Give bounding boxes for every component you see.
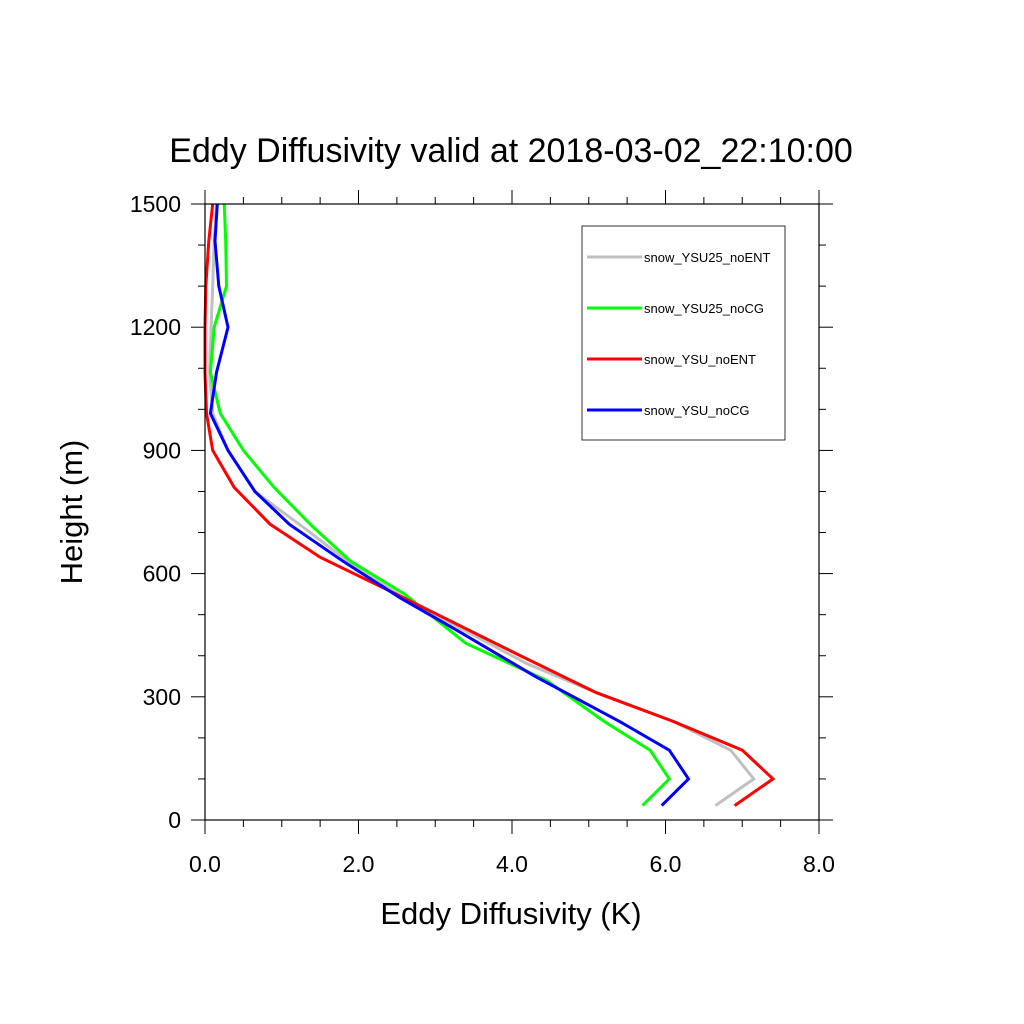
legend-box <box>581 225 786 441</box>
series-line-snow_YSU_noCG <box>208 203 691 807</box>
x-tick-label: 6.0 <box>650 851 682 877</box>
chart-title: Eddy Diffusivity valid at 2018-03-02_22:… <box>169 132 853 170</box>
axis-ticks: 0.0 2.0 4.0 6.0 8.0 0 300 600 900 1200 1500 <box>130 190 835 877</box>
y-tick-label: 900 <box>143 437 181 463</box>
plot-frame <box>204 203 820 821</box>
legend-label: snow_YSU_noCG <box>644 403 750 418</box>
y-tick-label: 1500 <box>130 191 181 217</box>
x-tick-label: 2.0 <box>343 851 375 877</box>
y-tick-label: 600 <box>143 561 181 587</box>
y-axis-title: Height (m) <box>54 440 89 585</box>
y-tick-label: 1200 <box>130 314 181 340</box>
x-tick-label: 8.0 <box>803 851 835 877</box>
legend: snow_YSU25_noENT snow_YSU25_noCG snow_YSU_… <box>581 225 786 441</box>
legend-label: snow_YSU25_noCG <box>644 301 764 316</box>
series-line-snow_YSU25_noCG <box>208 203 672 807</box>
x-tick-label: 0.0 <box>189 851 221 877</box>
y-tick-label: 300 <box>143 684 181 710</box>
legend-label: snow_YSU25_noENT <box>644 250 771 265</box>
legend-label: snow_YSU_noENT <box>644 352 756 367</box>
x-tick-label: 4.0 <box>496 851 528 877</box>
y-tick-label: 0 <box>168 807 181 833</box>
x-axis-title: Eddy Diffusivity (K) <box>380 896 641 931</box>
